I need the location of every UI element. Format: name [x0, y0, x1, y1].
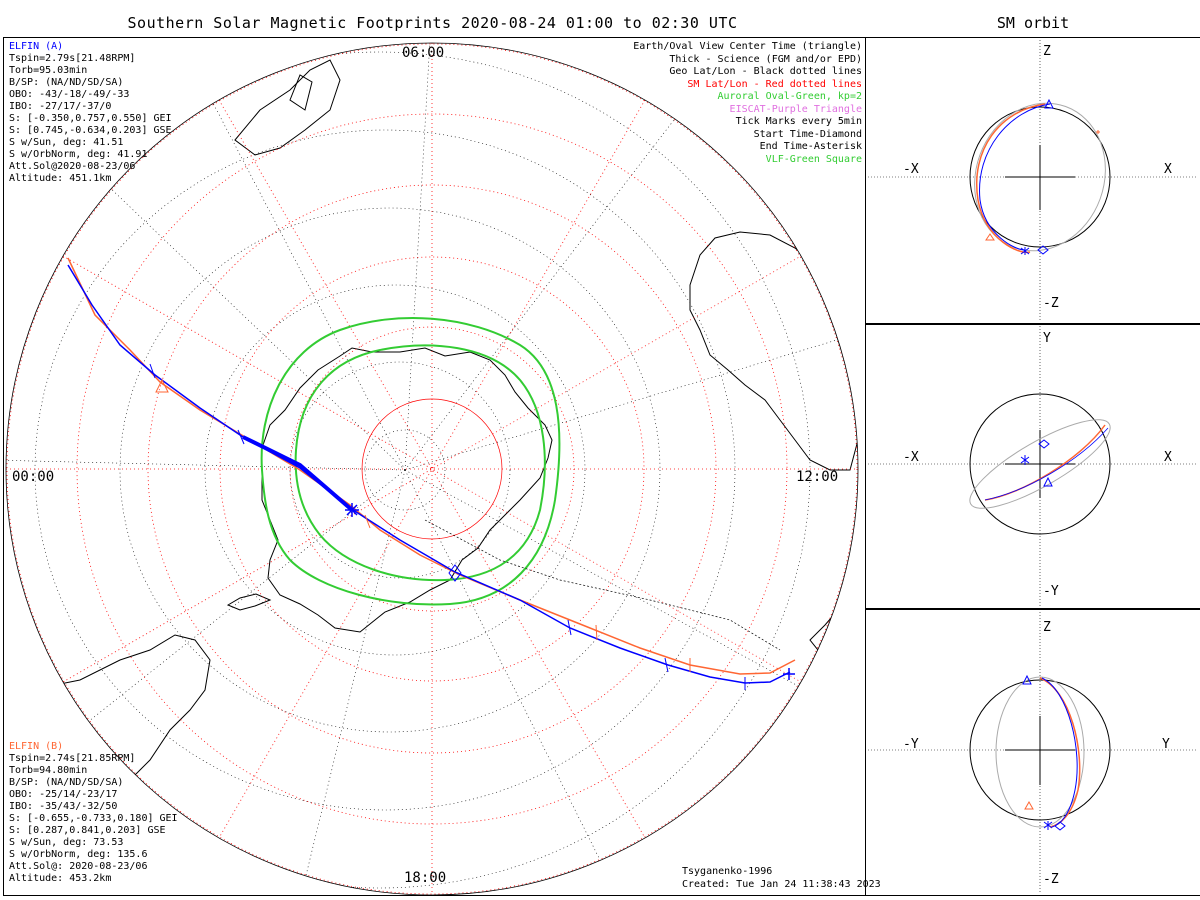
end-asterisk-b: [783, 668, 795, 680]
auroral-oval-outer: [260, 317, 561, 606]
elfin-a-line: Att.Sol@2020-08-23/06: [9, 161, 136, 172]
legend-entry: SM Lat/Lon - Red dotted lines: [687, 78, 862, 90]
elfin-b-info: ELFIN (B) Tspin=2.74s[21.85RPM] Torb=94.8…: [9, 741, 178, 885]
australia-coast: [689, 231, 858, 471]
panel2-bottom-label: -Y: [1043, 584, 1059, 599]
legend-entry: VLF-Green Square: [765, 153, 862, 165]
legend: Earth/Oval View Center Time (triangle) Th…: [633, 41, 862, 166]
elfin-a-line: Torb=95.03min: [9, 65, 88, 76]
antarctica-coast: [261, 347, 553, 633]
elfin-a-track: [67, 264, 791, 684]
panel2-top-label: Y: [1043, 331, 1051, 346]
legend-entry: EISCAT-Purple Triangle: [729, 103, 862, 115]
panel2-right-label: X: [1164, 450, 1172, 465]
elfin-b-line: Altitude: 453.2km: [9, 873, 112, 884]
panel3-left-label: -Y: [903, 737, 919, 752]
sm-orbit-title: SM orbit: [996, 14, 1070, 32]
view-center-triangle: [155, 378, 169, 393]
markers: [155, 378, 795, 680]
elfin-b-line: B/SP: (NA/ND/SD/SA): [9, 777, 124, 788]
created-label: Created: Tue Jan 24 11:38:43 2023: [682, 879, 881, 890]
elfin-b-track: [67, 257, 796, 675]
plot-title: Southern Solar Magnetic Footprints 2020-…: [127, 14, 738, 32]
legend-entry: Tick Marks every 5min: [735, 116, 862, 127]
model-label: Tsyganenko-1996: [682, 866, 773, 877]
elfin-b-line: S: [0.287,0.841,0.203] GSE: [9, 825, 166, 836]
new-zealand-coast: [809, 599, 846, 651]
elfin-a-info: ELFIN (A) Tspin=2.79s[21.48RPM] Torb=95.0…: [9, 41, 172, 185]
start-diamond: [448, 564, 462, 582]
legend-entry: Thick - Science (FGM and/or EPD): [669, 53, 862, 65]
africa-coast: [234, 59, 341, 156]
polar-map: [5, 42, 859, 896]
panel1-right-label: X: [1164, 162, 1172, 177]
elfin-a-line: S w/OrbNorm, deg: 41.91: [9, 149, 148, 160]
elfin-a-line: OBO: -43/-18/-49/-33: [9, 89, 130, 100]
legend-entry: Auroral Oval-Green, kp=2: [717, 91, 863, 102]
elfin-b-line: S: [-0.655,-0.733,0.180] GEI: [9, 813, 178, 824]
madagascar-coast: [289, 74, 313, 111]
hour-label-left: 00:00: [12, 469, 55, 485]
panel1-left-label: -X: [903, 162, 919, 177]
tick-marks: [149, 363, 746, 690]
legend-entry: Geo Lat/Lon - Black dotted lines: [669, 66, 862, 77]
elfin-b-line: Torb=94.80min: [9, 765, 88, 776]
panel3-bottom-label: -Z: [1043, 872, 1059, 887]
elfin-a-line: S: [0.745,-0.634,0.203] GSE: [9, 125, 172, 136]
hour-label-right: 12:00: [796, 469, 839, 485]
legend-entry: Start Time-Diamond: [753, 128, 862, 140]
sm-panel-2-frame: [865, 323, 1200, 610]
auroral-oval-inner: [294, 344, 546, 582]
elfin-b-line: S w/Sun, deg: 73.53: [9, 837, 124, 848]
panel2-left-label: -X: [903, 450, 919, 465]
legend-entry: Earth/Oval View Center Time (triangle): [633, 41, 862, 52]
elfin-b-lines: Tspin=2.74s[21.85RPM] Torb=94.80min B/SP: …: [9, 753, 178, 885]
elfin-a-name: ELFIN (A): [9, 41, 64, 52]
panel1-bottom-label: -Z: [1043, 296, 1059, 311]
elfin-b-line: IBO: -35/43/-32/50: [9, 801, 118, 812]
geo-grid: [6, 43, 858, 895]
sm-panel-1-frame: [865, 37, 1200, 325]
end-asterisk: [345, 503, 359, 517]
auroral-ovals: [260, 317, 561, 606]
sm-panel-3-frame: [865, 608, 1200, 896]
panel3-right-label: Y: [1162, 737, 1170, 752]
elfin-a-line: Altitude: 451.1km: [9, 173, 112, 184]
elfin-a-lines: Tspin=2.79s[21.48RPM] Torb=95.03min B/SP: …: [9, 53, 172, 185]
elfin-a-line: S w/Sun, deg: 41.51: [9, 137, 124, 148]
elfin-a-line: S: [-0.350,0.757,0.550] GEI: [9, 113, 172, 124]
panel1-top-label: Z: [1043, 44, 1051, 59]
elfin-b-line: Att.Sol@: 2020-08-23/06: [9, 861, 148, 872]
legend-entry: End Time-Asterisk: [759, 141, 862, 152]
antarctic-peninsula: [226, 593, 272, 611]
elfin-a-line: B/SP: (NA/ND/SD/SA): [9, 77, 124, 88]
elfin-b-line: Tspin=2.74s[21.85RPM]: [9, 753, 136, 764]
hour-label-bottom: 18:00: [404, 870, 447, 886]
elfin-b-line: S w/OrbNorm, deg: 135.6: [9, 849, 148, 860]
elfin-b-line: OBO: -25/14/-23/17: [9, 789, 118, 800]
elfin-b-name: ELFIN (B): [9, 741, 64, 752]
panel3-top-label: Z: [1043, 620, 1051, 635]
elfin-a-line: IBO: -27/17/-37/0: [9, 101, 112, 112]
sm-grid: [6, 43, 858, 895]
hour-label-top: 06:00: [402, 45, 445, 61]
elfin-a-line: Tspin=2.79s[21.48RPM]: [9, 53, 136, 64]
